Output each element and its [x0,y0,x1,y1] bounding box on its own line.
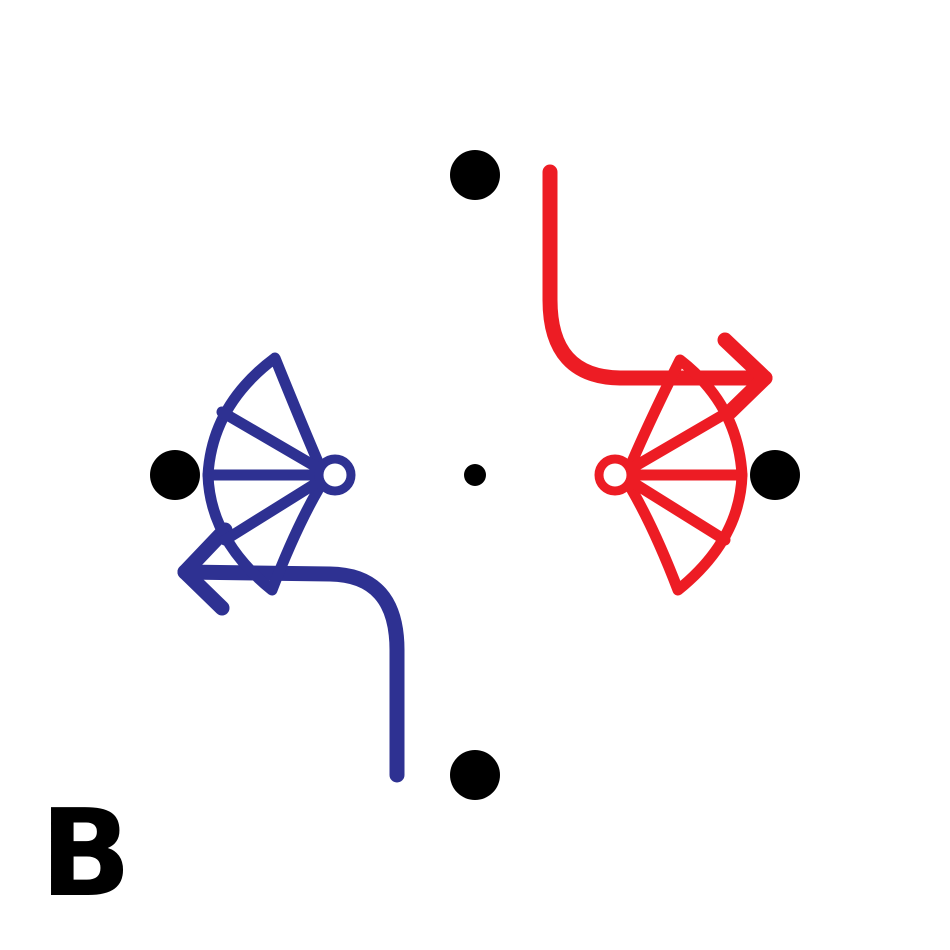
blue-arrowhead [177,522,233,616]
red-arrowhead [717,332,773,420]
cones [150,150,800,800]
blue-player [177,352,405,783]
red-run [542,164,773,386]
cone-right [750,450,800,500]
blue-hub [314,454,356,496]
red-hub [594,454,636,496]
blue-fan-spokes [202,406,324,546]
cone-bottom [450,750,500,800]
blue-run [177,564,405,783]
red-fan-spokes [626,406,748,546]
cone-left [150,450,200,500]
red-player [542,164,773,596]
center-dot [464,464,486,486]
diagram-label: B [40,785,131,924]
cone-top [450,150,500,200]
